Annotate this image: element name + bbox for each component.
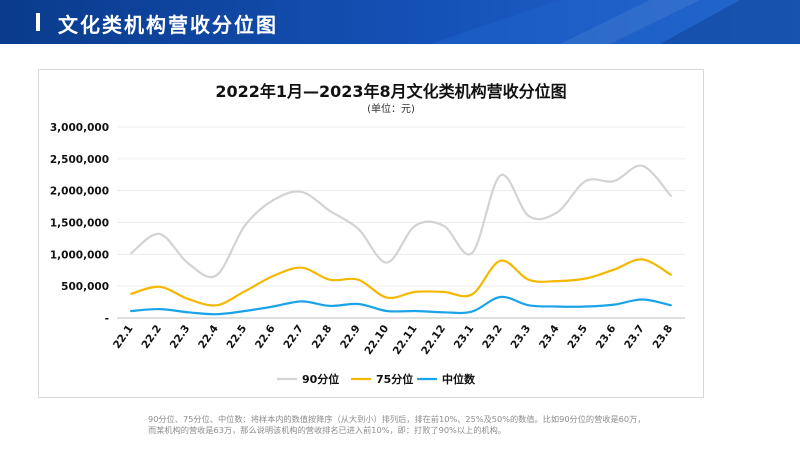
y-tick-label: 500,000 [61, 281, 109, 293]
header-banner: 文化类机构营收分位图 [0, 0, 800, 44]
x-tick-label: 22.7 [281, 323, 306, 351]
x-tick-label: 22.9 [338, 323, 363, 351]
footnote: 90分位、75分位、中位数：将样本内的数值按降序（从大到小）排列后，排在前10%… [148, 414, 646, 435]
x-tick-label: 23.4 [537, 323, 562, 351]
x-tick-label: 22.12 [419, 323, 448, 357]
y-tick-label: 1,500,000 [50, 218, 109, 230]
x-tick-label: 22.4 [196, 323, 221, 351]
y-tick-label: - [105, 313, 109, 325]
series-line-1 [130, 258, 672, 307]
banner-decoration [430, 0, 800, 44]
series-line-2 [130, 295, 672, 316]
x-tick-label: 23.6 [594, 323, 619, 351]
x-tick-label: 23.2 [480, 323, 505, 351]
x-tick-label: 23.7 [622, 323, 647, 351]
x-tick-label: 22.2 [139, 323, 164, 351]
legend-label: 90分位 [302, 372, 339, 386]
title-accent-bar [36, 13, 40, 31]
chart-card: 2022年1月—2023年8月文化类机构营收分位图 (单位：元) - 500,000 1… [38, 69, 704, 398]
y-tick-label: 3,000,000 [50, 122, 109, 134]
legend-label: 中位数 [442, 372, 476, 386]
x-tick-label: 22.6 [253, 323, 278, 351]
page-title: 文化类机构营收分位图 [58, 13, 278, 37]
x-tick-label: 23.1 [452, 323, 477, 351]
series-line-0 [130, 164, 672, 279]
x-tick-label: 22.11 [391, 323, 420, 357]
y-tick-label: 2,000,000 [50, 186, 109, 198]
x-tick-label: 22.5 [225, 323, 250, 351]
chart-subtitle: (单位：元) [367, 102, 415, 115]
chart-title: 2022年1月—2023年8月文化类机构营收分位图 [215, 82, 566, 101]
x-tick-label: 22.8 [310, 323, 335, 351]
x-tick-label: 23.8 [651, 323, 676, 351]
x-tick-label: 23.5 [565, 323, 590, 351]
y-tick-label: 2,500,000 [50, 154, 109, 166]
x-tick-label: 22.3 [168, 323, 193, 351]
x-tick-label: 22.1 [111, 323, 136, 351]
y-tick-label: 1,000,000 [50, 249, 109, 261]
legend-label: 75分位 [376, 372, 413, 386]
x-tick-label: 22.10 [362, 323, 391, 357]
revenue-percentile-chart: 2022年1月—2023年8月文化类机构营收分位图(单位：元) - 500,000 1… [50, 82, 685, 386]
x-tick-label: 23.3 [509, 323, 534, 351]
